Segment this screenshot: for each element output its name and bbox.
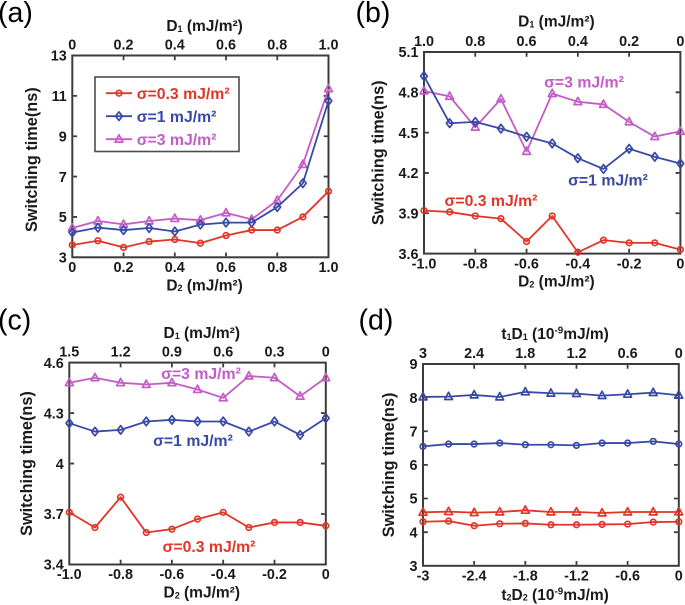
svg-text:-1.2: -1.2 bbox=[564, 569, 589, 585]
svg-text:-3: -3 bbox=[417, 569, 430, 585]
svg-text:t1D1 (10-9mJ/m): t1D1 (10-9mJ/m) bbox=[501, 326, 609, 344]
svg-text:4.5: 4.5 bbox=[398, 126, 418, 142]
svg-text:3.6: 3.6 bbox=[398, 247, 418, 263]
svg-text:1.5: 1.5 bbox=[59, 345, 79, 361]
svg-text:(c): (c) bbox=[0, 305, 31, 337]
svg-text:5.1: 5.1 bbox=[398, 45, 418, 61]
svg-text:0: 0 bbox=[675, 569, 683, 585]
svg-text:D1 (mJ/m²): D1 (mJ/m²) bbox=[166, 18, 243, 35]
svg-text:D2 (mJ/m²): D2 (mJ/m²) bbox=[163, 585, 240, 602]
svg-text:Switching time(ns): Switching time(ns) bbox=[380, 393, 398, 538]
svg-text:-1.0: -1.0 bbox=[57, 567, 82, 583]
svg-text:13: 13 bbox=[51, 49, 67, 65]
svg-text:5: 5 bbox=[409, 492, 417, 508]
svg-text:-0.2: -0.2 bbox=[262, 567, 287, 583]
svg-text:-0.8: -0.8 bbox=[108, 567, 133, 583]
svg-text:7: 7 bbox=[409, 424, 417, 440]
svg-text:σ=3 mJ/m²: σ=3 mJ/m² bbox=[137, 132, 217, 149]
svg-text:1.2: 1.2 bbox=[566, 346, 586, 362]
svg-text:1.2: 1.2 bbox=[111, 345, 131, 361]
svg-text:σ=3 mJ/m²: σ=3 mJ/m² bbox=[161, 366, 241, 383]
svg-text:0.2: 0.2 bbox=[114, 260, 134, 276]
svg-text:7: 7 bbox=[59, 170, 67, 186]
svg-text:0.2: 0.2 bbox=[619, 34, 639, 50]
svg-text:11: 11 bbox=[52, 89, 67, 105]
svg-text:D1 (mJ/m²): D1 (mJ/m²) bbox=[518, 14, 595, 31]
svg-text:0.8: 0.8 bbox=[465, 34, 485, 50]
svg-text:t2D2 (10-9mJ/m): t2D2 (10-9mJ/m) bbox=[501, 586, 609, 604]
svg-text:4: 4 bbox=[56, 457, 64, 473]
svg-text:(b): (b) bbox=[356, 0, 391, 29]
svg-text:4.8: 4.8 bbox=[398, 86, 418, 102]
svg-text:-0.6: -0.6 bbox=[159, 567, 184, 583]
svg-text:4.6: 4.6 bbox=[44, 356, 64, 372]
svg-text:0.4: 0.4 bbox=[165, 260, 185, 276]
svg-text:0: 0 bbox=[676, 256, 684, 272]
svg-text:-0.4: -0.4 bbox=[211, 567, 236, 583]
svg-text:-1.8: -1.8 bbox=[513, 569, 538, 585]
svg-text:3.9: 3.9 bbox=[398, 206, 418, 222]
svg-text:5: 5 bbox=[59, 210, 67, 226]
svg-text:9: 9 bbox=[59, 129, 67, 145]
svg-text:σ=1 mJ/m²: σ=1 mJ/m² bbox=[137, 109, 217, 126]
svg-text:1.8: 1.8 bbox=[515, 346, 535, 362]
svg-text:0.6: 0.6 bbox=[213, 345, 233, 361]
svg-text:0.4: 0.4 bbox=[568, 34, 588, 50]
svg-text:6: 6 bbox=[409, 458, 417, 474]
svg-text:1.0: 1.0 bbox=[318, 38, 338, 54]
svg-text:σ=1 mJ/m²: σ=1 mJ/m² bbox=[568, 172, 648, 189]
svg-text:1.0: 1.0 bbox=[414, 34, 434, 50]
svg-text:3: 3 bbox=[409, 559, 417, 575]
svg-text:0.2: 0.2 bbox=[114, 38, 134, 54]
svg-text:3.7: 3.7 bbox=[44, 507, 64, 523]
svg-text:D1 (mJ/m²): D1 (mJ/m²) bbox=[163, 325, 240, 342]
svg-text:0.6: 0.6 bbox=[618, 346, 638, 362]
svg-text:4: 4 bbox=[409, 525, 417, 541]
svg-text:0: 0 bbox=[675, 346, 683, 362]
svg-text:0.8: 0.8 bbox=[267, 38, 287, 54]
svg-text:σ=0.3 mJ/m²: σ=0.3 mJ/m² bbox=[163, 539, 256, 556]
svg-text:1.0: 1.0 bbox=[318, 260, 338, 276]
svg-text:-1.0: -1.0 bbox=[412, 256, 437, 272]
svg-text:-0.6: -0.6 bbox=[514, 256, 539, 272]
svg-text:Switching time(ns): Switching time(ns) bbox=[18, 391, 36, 536]
svg-text:Switching time(ns): Switching time(ns) bbox=[23, 87, 41, 232]
svg-text:-0.2: -0.2 bbox=[617, 256, 642, 272]
svg-text:0.9: 0.9 bbox=[162, 345, 182, 361]
svg-text:8: 8 bbox=[409, 391, 417, 407]
svg-text:-0.6: -0.6 bbox=[615, 569, 640, 585]
svg-text:2.4: 2.4 bbox=[464, 346, 484, 362]
svg-text:4.3: 4.3 bbox=[44, 406, 64, 422]
svg-text:D2 (mJ/m²): D2 (mJ/m²) bbox=[166, 277, 243, 294]
svg-text:σ=0.3 mJ/m²: σ=0.3 mJ/m² bbox=[137, 86, 230, 103]
svg-text:-0.4: -0.4 bbox=[565, 256, 590, 272]
svg-text:9: 9 bbox=[409, 357, 417, 373]
svg-text:0.8: 0.8 bbox=[267, 260, 287, 276]
svg-text:0.3: 0.3 bbox=[264, 345, 284, 361]
svg-text:(d): (d) bbox=[359, 305, 394, 337]
svg-text:0: 0 bbox=[68, 260, 76, 276]
svg-text:3: 3 bbox=[419, 346, 427, 362]
svg-text:0: 0 bbox=[676, 34, 684, 50]
svg-text:σ=0.3 mJ/m²: σ=0.3 mJ/m² bbox=[445, 193, 538, 210]
svg-text:0.6: 0.6 bbox=[216, 38, 236, 54]
svg-text:0: 0 bbox=[322, 345, 330, 361]
svg-text:3.4: 3.4 bbox=[44, 558, 64, 574]
svg-text:D2 (mJ/m²): D2 (mJ/m²) bbox=[518, 274, 595, 291]
svg-text:3: 3 bbox=[59, 251, 67, 267]
svg-text:(a): (a) bbox=[0, 0, 33, 29]
svg-text:0.6: 0.6 bbox=[216, 260, 236, 276]
svg-text:0.4: 0.4 bbox=[165, 38, 185, 54]
svg-text:-2.4: -2.4 bbox=[462, 569, 487, 585]
svg-text:4.2: 4.2 bbox=[398, 166, 418, 182]
svg-text:-0.8: -0.8 bbox=[463, 256, 488, 272]
svg-text:0: 0 bbox=[68, 38, 76, 54]
svg-text:σ=3 mJ/m²: σ=3 mJ/m² bbox=[544, 75, 624, 92]
svg-text:0: 0 bbox=[322, 567, 330, 583]
svg-text:Switching time(ns): Switching time(ns) bbox=[370, 80, 388, 225]
svg-text:σ=1 mJ/m²: σ=1 mJ/m² bbox=[153, 433, 233, 450]
svg-text:0.6: 0.6 bbox=[517, 34, 537, 50]
